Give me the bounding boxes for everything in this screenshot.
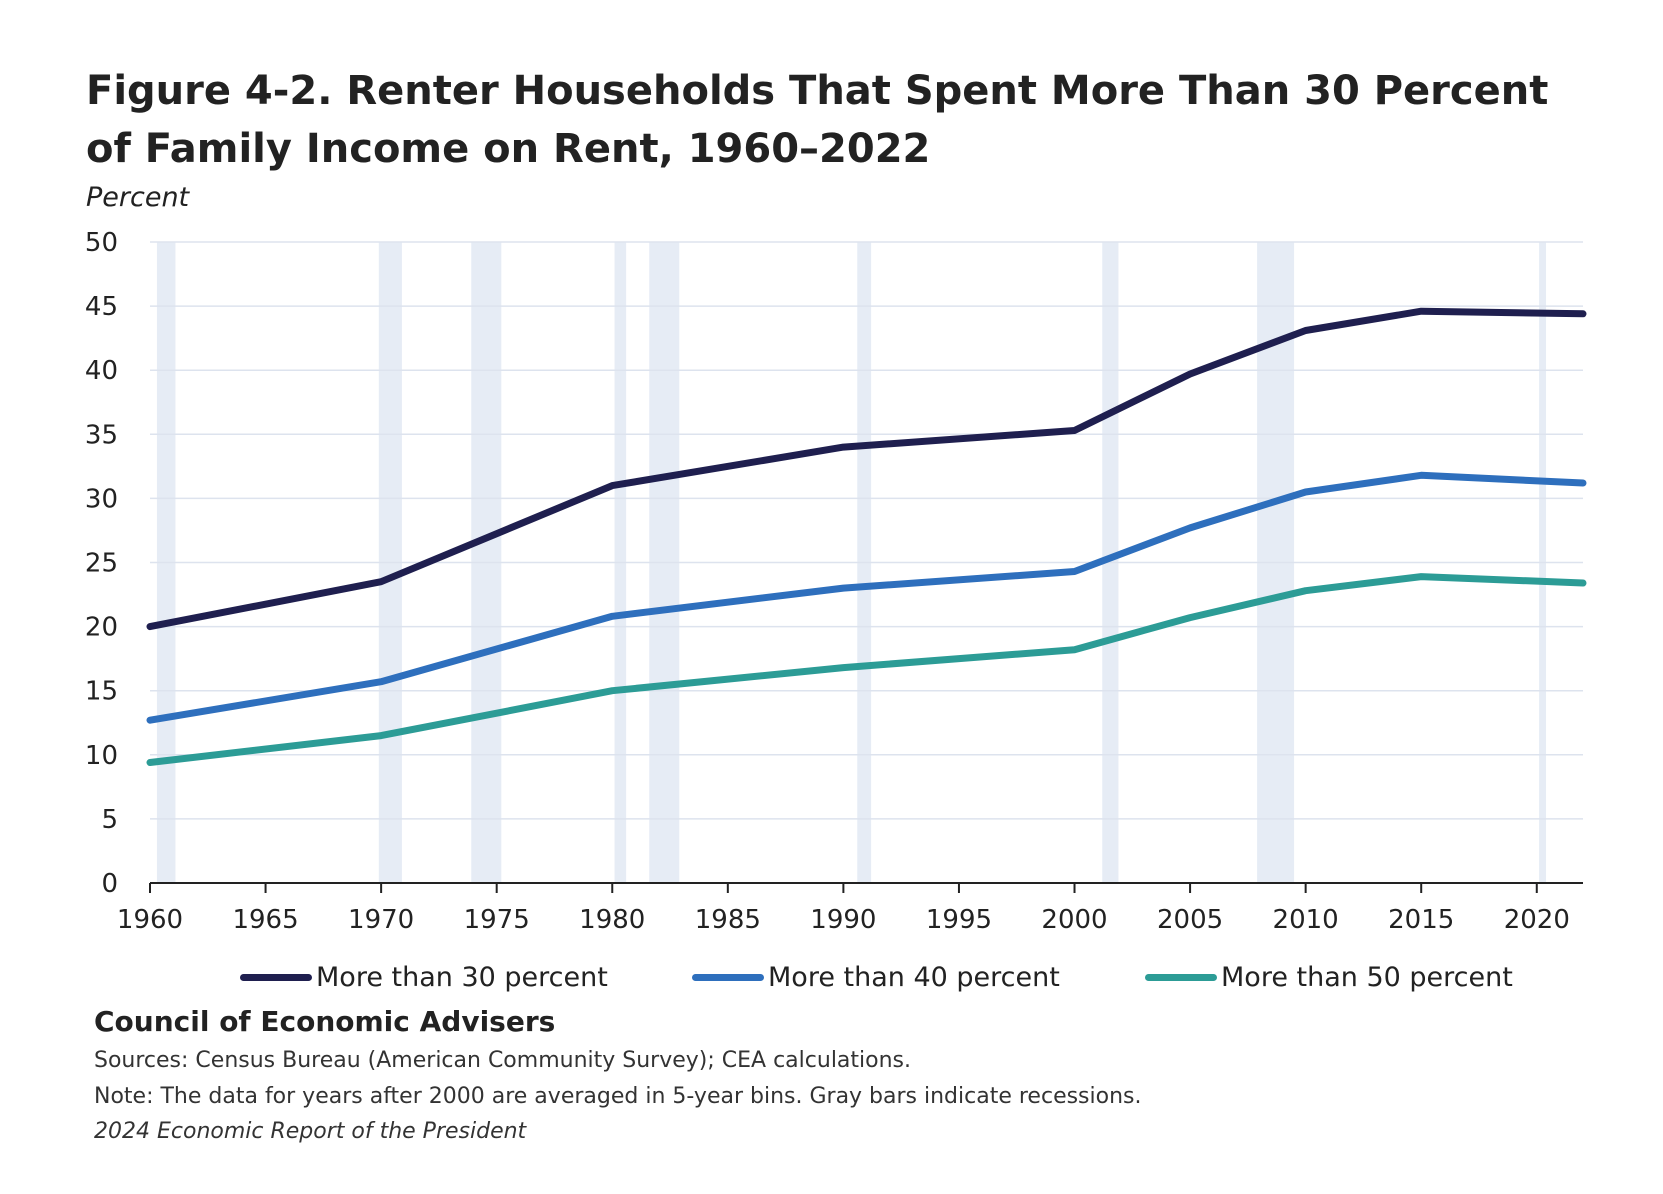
legend: More than 30 percent More than 40 percen…: [240, 957, 1540, 997]
x-tick-label: 1985: [695, 905, 761, 935]
x-tick-label: 2005: [1157, 905, 1223, 935]
legend-item-50: More than 50 percent: [1145, 957, 1513, 997]
y-tick-label: 0: [101, 869, 118, 899]
x-tick-label: 2000: [1041, 905, 1107, 935]
y-tick-label: 15: [85, 677, 118, 707]
legend-item-40: More than 40 percent: [692, 957, 1060, 997]
y-tick-label: 25: [85, 549, 118, 579]
legend-swatch-40: [692, 973, 764, 981]
legend-label-40: More than 40 percent: [768, 961, 1060, 993]
x-tick-label: 1980: [579, 905, 645, 935]
x-tick-label: 2010: [1273, 905, 1339, 935]
publication-note: 2024 Economic Report of the President: [94, 1119, 527, 1144]
sources-note: Sources: Census Bureau (American Communi…: [94, 1048, 912, 1073]
y-tick-label: 40: [85, 356, 118, 386]
data-note: Note: The data for years after 2000 are …: [94, 1084, 1142, 1109]
y-tick-label: 5: [101, 805, 118, 835]
y-tick-label: 10: [85, 741, 118, 771]
x-tick-label: 1970: [348, 905, 414, 935]
legend-label-50: More than 50 percent: [1221, 961, 1513, 993]
y-tick-label: 35: [85, 420, 118, 450]
legend-label-30: More than 30 percent: [316, 961, 608, 993]
legend-swatch-50: [1145, 973, 1217, 981]
legend-item-30: More than 30 percent: [240, 957, 608, 997]
y-tick-label: 50: [85, 228, 118, 258]
x-tick-label: 1965: [232, 905, 298, 935]
source-organization: Council of Economic Advisers: [94, 1005, 556, 1038]
x-tick-label: 1975: [464, 905, 530, 935]
x-tick-label: 1960: [117, 905, 183, 935]
y-tick-label: 30: [85, 484, 118, 514]
x-tick-label: 2020: [1504, 905, 1570, 935]
legend-swatch-30: [240, 973, 312, 981]
y-tick-label: 20: [85, 613, 118, 643]
y-tick-label: 45: [85, 292, 118, 322]
x-tick-label: 1995: [926, 905, 992, 935]
y-axis-unit-label: Percent: [86, 182, 190, 213]
x-tick-label: 1990: [810, 905, 876, 935]
x-tick-label: 2015: [1388, 905, 1454, 935]
chart-title: Figure 4-2. Renter Households That Spent…: [86, 68, 1549, 172]
